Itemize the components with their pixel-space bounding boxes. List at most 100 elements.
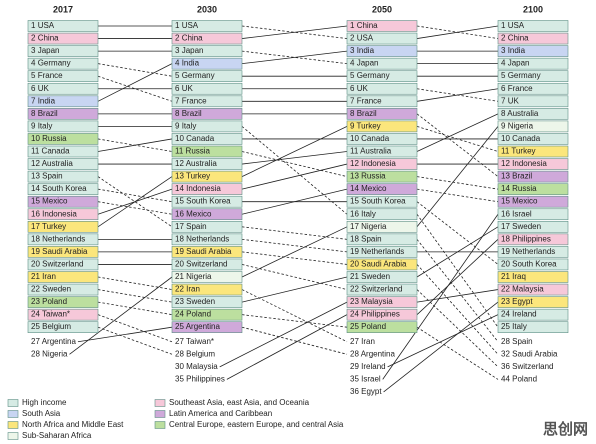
rank: 10 <box>175 134 184 143</box>
rank-box <box>497 95 569 108</box>
rank: 27 <box>350 337 359 346</box>
rank-link <box>382 214 499 380</box>
rank-box <box>27 296 99 308</box>
country: South Korea <box>512 260 557 269</box>
rank-link <box>416 214 499 328</box>
country: Mexico <box>361 184 387 193</box>
country: Switzerland <box>512 362 553 371</box>
country: France <box>508 84 533 93</box>
rank-link <box>416 188 499 203</box>
country: Mexico <box>186 209 212 218</box>
rank-box <box>346 57 418 70</box>
rank-label: 23 Poland <box>31 297 67 306</box>
rank-label: 24 Philippines <box>350 310 400 319</box>
rank-box <box>27 195 99 208</box>
column-year: 2030 <box>197 4 217 14</box>
country: Indonesia <box>512 159 547 168</box>
country: Italy <box>182 122 197 131</box>
rank: 22 <box>175 285 184 294</box>
rank-box <box>346 195 418 208</box>
rank-label: 8 Brazil <box>31 109 58 118</box>
rank: 15 <box>31 197 40 206</box>
rank-label: 3 Japan <box>31 46 59 55</box>
country: Germany <box>38 59 71 68</box>
rank-label: 3 Japan <box>175 46 203 55</box>
rank: 7 <box>175 96 180 105</box>
country: India <box>508 46 526 55</box>
rank-label: 8 Brazil <box>175 109 202 118</box>
country: Saudi Arabia <box>512 349 558 358</box>
rank: 2 <box>175 34 180 43</box>
country: Poland <box>361 322 386 331</box>
rank-label: 7 India <box>31 96 56 105</box>
rank-label: 20 Saudi Arabia <box>350 260 407 269</box>
rank: 4 <box>31 59 36 68</box>
rank: 9 <box>175 122 180 131</box>
rank-box <box>346 208 418 221</box>
rank-box <box>171 308 243 321</box>
rank-label: 17 Turkey <box>31 222 66 231</box>
rank: 12 <box>31 159 40 168</box>
country: Mexico <box>512 197 538 206</box>
rank-label: 13 Spain <box>31 172 63 181</box>
rank: 19 <box>501 247 510 256</box>
rank: 19 <box>31 247 40 256</box>
rank-label: 20 South Korea <box>501 260 557 269</box>
rank-link <box>241 151 348 165</box>
country: Italy <box>361 209 376 218</box>
rank: 2 <box>31 34 36 43</box>
rank-link <box>416 226 499 278</box>
rank-label: 3 India <box>501 46 526 55</box>
country: Saudi Arabia <box>42 247 88 256</box>
rank-box <box>171 145 243 158</box>
rank-link <box>241 50 348 65</box>
rank: 6 <box>31 84 36 93</box>
country: China <box>38 34 59 43</box>
rank: 35 <box>350 375 359 384</box>
rank-link <box>219 301 348 368</box>
rank-label: 4 Japan <box>501 59 529 68</box>
country: Canada <box>361 134 390 143</box>
legend: High income South Asia North Africa and Mi… <box>7 398 344 440</box>
country: Sweden <box>361 272 390 281</box>
rank-label: 18 Netherlands <box>175 234 229 243</box>
rank-link <box>241 25 348 39</box>
rank: 21 <box>31 272 40 281</box>
rank: 1 <box>31 21 36 30</box>
rank-label: 8 Australia <box>501 109 539 118</box>
rank: 29 <box>350 362 359 371</box>
rank-box <box>27 283 99 296</box>
rank-box <box>171 296 243 308</box>
rank-box <box>346 158 418 170</box>
rank-label: 11 Russia <box>175 147 211 156</box>
rank-link <box>97 75 173 102</box>
rank: 28 <box>501 337 510 346</box>
rank: 14 <box>31 184 40 193</box>
country: UK <box>38 84 50 93</box>
rank-label: 4 Japan <box>350 59 378 68</box>
rank-label: 25 Argentina <box>175 322 220 331</box>
rank: 4 <box>501 59 506 68</box>
rank: 9 <box>501 122 506 131</box>
rank: 25 <box>31 322 40 331</box>
rank: 20 <box>31 260 40 269</box>
rank: 17 <box>31 222 40 231</box>
rank-label: 19 Netherlands <box>350 247 404 256</box>
rank-box <box>497 271 569 283</box>
rank-link <box>97 301 173 316</box>
rank-link <box>416 113 499 177</box>
country: UK <box>357 84 369 93</box>
rank-label: 36 Switzerland <box>501 362 554 371</box>
rank-label: 21 Iran <box>31 272 56 281</box>
rank-box <box>171 283 243 296</box>
rank: 25 <box>175 322 184 331</box>
rank-box <box>171 108 243 120</box>
rank-link <box>387 314 499 368</box>
country: South Korea <box>186 197 231 206</box>
country: Iraq <box>512 272 526 281</box>
rank-label: 10 Canada <box>175 134 215 143</box>
rank-label: 5 Germany <box>501 71 541 80</box>
rank-label: 25 Belgium <box>31 322 71 331</box>
rank-box <box>346 308 418 321</box>
country: Taiwan* <box>186 337 214 346</box>
